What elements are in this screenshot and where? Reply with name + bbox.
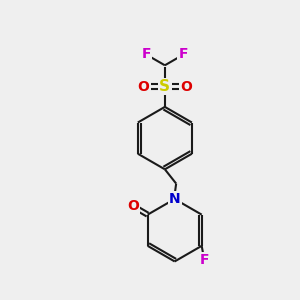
Text: S: S xyxy=(159,79,170,94)
Text: F: F xyxy=(142,47,151,61)
Text: O: O xyxy=(137,80,149,94)
Text: F: F xyxy=(199,253,209,267)
Text: F: F xyxy=(178,47,188,61)
Text: O: O xyxy=(180,80,192,94)
Text: N: N xyxy=(169,192,181,206)
Text: O: O xyxy=(128,199,139,213)
